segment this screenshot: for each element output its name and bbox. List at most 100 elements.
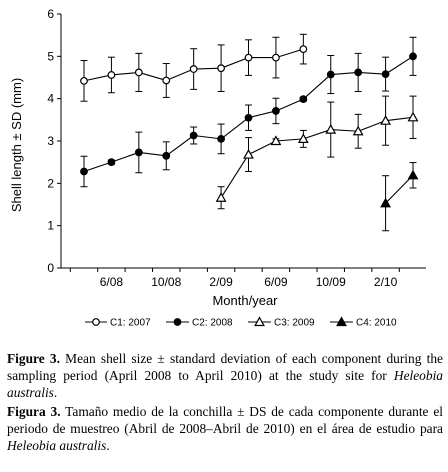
series-line-segment <box>220 57 249 69</box>
caption-spanish-end: . <box>106 438 110 453</box>
data-point <box>299 45 308 54</box>
legend-label: C1: 2007 <box>110 318 151 329</box>
series-line-segment <box>275 138 304 142</box>
legend-marker <box>92 318 100 326</box>
series-line-segment <box>358 71 386 75</box>
y-tick-label: 1 <box>47 219 54 233</box>
data-point <box>270 135 282 146</box>
data-point <box>299 95 308 103</box>
data-point <box>107 71 116 79</box>
y-tick-label: 4 <box>47 92 54 106</box>
y-tick-label: 5 <box>47 49 54 63</box>
caption-spanish-label: Figura 3. <box>7 404 61 419</box>
caption-spanish-text: Tamaño medio de la conchilla ± DS de cad… <box>7 404 443 436</box>
data-point <box>380 197 392 208</box>
series-line-segment <box>385 174 414 204</box>
data-point <box>407 111 419 122</box>
series-line-segment <box>275 98 304 112</box>
series-line-segment <box>248 110 277 119</box>
legend-marker <box>173 318 182 326</box>
data-point <box>134 68 143 77</box>
data-point <box>407 169 419 180</box>
series-line-segment <box>138 71 167 81</box>
data-point <box>381 70 390 79</box>
data-point <box>244 113 253 122</box>
caption-english-label: Figure 3. <box>7 351 60 366</box>
legend-marker <box>254 316 265 327</box>
legend-item-3: C3: 2009 <box>248 316 315 329</box>
data-point <box>352 125 364 136</box>
series-line-segment <box>220 117 249 140</box>
series-2 <box>80 36 417 188</box>
legend-label: C4: 2010 <box>356 318 397 329</box>
series-line-segment <box>385 116 414 122</box>
x-tick-label: 10/08 <box>151 275 181 289</box>
x-tick-label: 6/09 <box>264 275 288 289</box>
legend-item-1: C1: 2007 <box>85 318 151 329</box>
y-tick-label: 2 <box>47 176 54 190</box>
y-axis: 0 1 2 3 4 5 6 <box>47 7 62 275</box>
y-axis-title: Shell length ± SD (mm) <box>9 78 24 212</box>
series-line-segment <box>83 161 112 173</box>
legend: C1: 2007 C2: 2008 C3: 2009 C4: 2010 <box>85 316 397 329</box>
data-point <box>215 192 227 202</box>
y-tick-label: 6 <box>47 7 54 21</box>
data-point <box>162 151 171 160</box>
series-line-segment <box>385 55 414 75</box>
caption-english-end: . <box>53 385 58 400</box>
data-point <box>272 107 280 115</box>
data-point <box>297 133 309 144</box>
data-point <box>80 167 88 176</box>
caption-spanish: Figura 3. Tamaño medio de la conchilla ±… <box>7 403 443 454</box>
legend-label: C2: 2008 <box>192 318 233 329</box>
data-point <box>80 76 88 85</box>
series-line-segment <box>248 140 277 156</box>
data-point <box>272 53 280 62</box>
series-line-segment <box>83 74 112 82</box>
caption-spanish-species: Heleobia australis <box>7 438 107 453</box>
x-tick-label: 2/10 <box>374 275 398 289</box>
data-point <box>243 148 254 159</box>
series-line-segment <box>357 120 386 132</box>
data-point <box>189 65 198 73</box>
x-tick-label: 6/08 <box>100 275 124 289</box>
x-tick-label: 10/09 <box>316 275 346 289</box>
data-point <box>326 70 335 79</box>
legend-label: C3: 2009 <box>274 318 315 329</box>
series-line-segment <box>330 71 359 76</box>
caption-english-species: Heleobia australis <box>7 368 443 400</box>
series-1 <box>80 33 308 102</box>
series-line-segment <box>166 68 194 81</box>
series-line-segment <box>193 134 222 140</box>
series-line-segment <box>138 151 167 157</box>
data-point <box>134 148 143 157</box>
y-tick-label: 3 <box>47 134 54 148</box>
data-point <box>217 134 225 143</box>
y-tick-label: 0 <box>47 261 54 275</box>
data-point <box>244 53 253 62</box>
data-point <box>217 64 225 73</box>
series-3 <box>215 95 419 210</box>
series-line-segment <box>220 154 249 199</box>
x-axis-title: Month/year <box>212 293 278 308</box>
legend-item-2: C2: 2008 <box>166 318 233 329</box>
series-line-segment <box>111 71 139 76</box>
legend-marker <box>336 316 347 327</box>
series-line-segment <box>111 151 140 163</box>
series-line-segment <box>330 129 359 132</box>
data-point <box>325 123 337 134</box>
series-line-segment <box>303 129 331 140</box>
series-line-segment <box>165 135 194 157</box>
data-point <box>107 158 116 167</box>
caption-english-text: Mean shell size ± standard deviation of … <box>7 351 443 383</box>
series-line-segment <box>302 74 332 100</box>
chart: 0 1 2 3 4 5 6 6/08 10/08 2/09 6/09 10/09 2/10 Shell… <box>9 7 426 329</box>
data-point <box>354 68 363 77</box>
caption-english: Figure 3. Mean shell size ± standard dev… <box>7 350 443 401</box>
series-4 <box>380 162 419 232</box>
legend-item-4: C4: 2010 <box>330 316 397 329</box>
plot-area <box>80 33 419 232</box>
data-point <box>162 76 171 85</box>
data-point <box>189 131 198 140</box>
data-point <box>409 52 417 61</box>
